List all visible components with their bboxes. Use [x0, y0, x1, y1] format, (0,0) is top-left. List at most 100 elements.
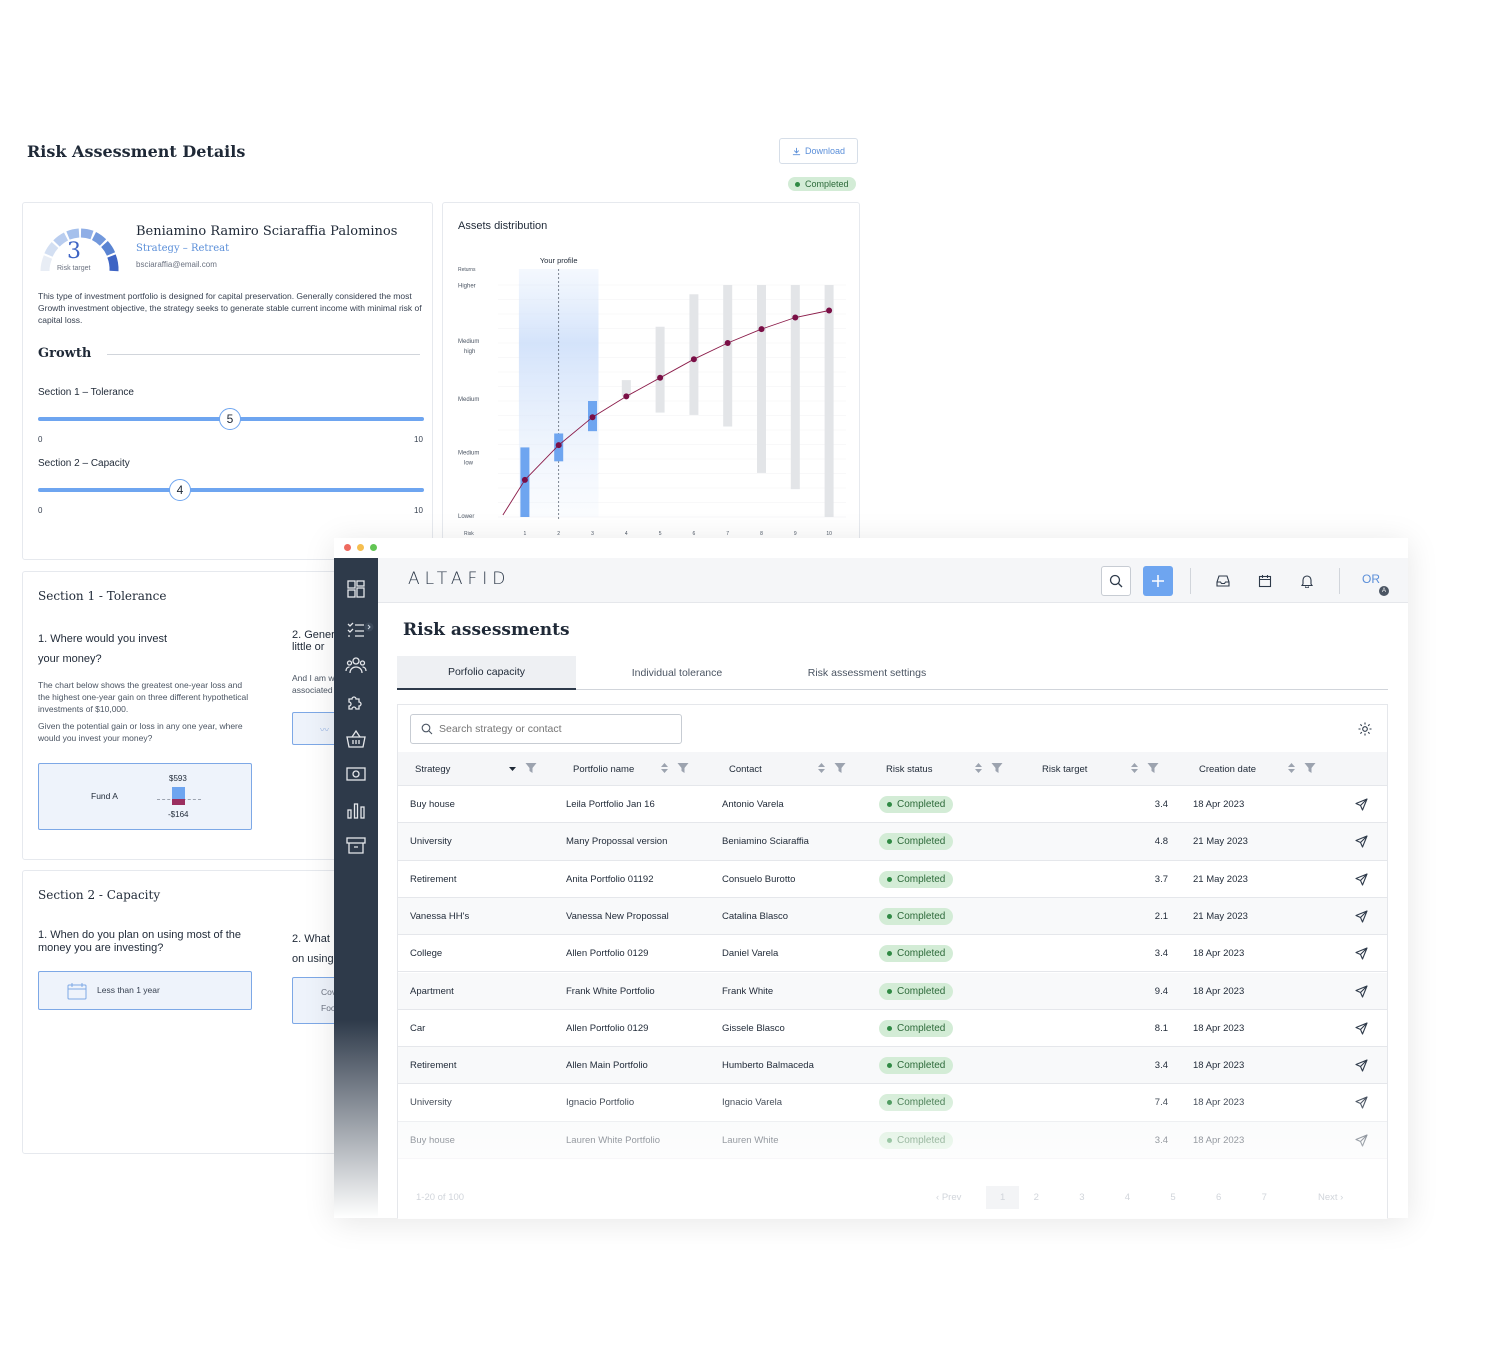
page-number[interactable]: 1	[986, 1186, 1020, 1209]
send-button[interactable]	[1355, 861, 1368, 898]
page-number[interactable]: 2	[1033, 1192, 1039, 1203]
sort-desc-icon[interactable]	[508, 762, 517, 774]
tasks-icon[interactable]	[345, 619, 367, 641]
dashboard-icon[interactable]	[345, 578, 367, 600]
portfolio-cell[interactable]: Lauren White Portfolio	[566, 1134, 660, 1146]
profile-strategy[interactable]: Strategy – Retreat	[136, 243, 230, 254]
filter-icon[interactable]	[677, 762, 689, 774]
sort-icon[interactable]	[1130, 762, 1139, 774]
portfolio-cell[interactable]: Many Propossal version	[566, 836, 668, 848]
prev-page-button[interactable]: ‹ Prev	[936, 1192, 962, 1203]
notifications-button[interactable]	[1292, 566, 1322, 596]
portfolio-cell[interactable]: Leila Portfolio Jan 16	[566, 799, 655, 810]
page-number[interactable]: 6	[1216, 1192, 1222, 1203]
send-button[interactable]	[1355, 786, 1368, 823]
portfolio-cell[interactable]: Frank White Portfolio	[566, 985, 655, 997]
next-page-button[interactable]: Next ›	[1318, 1192, 1344, 1203]
filter-icon[interactable]	[991, 762, 1003, 774]
column-header[interactable]: Risk status	[886, 763, 933, 775]
contact-cell[interactable]: Frank White	[722, 985, 774, 997]
table-row[interactable]: University Ignacio Portfolio Ignacio Varel…	[398, 1084, 1387, 1122]
contact-cell[interactable]: Catalina Blasco	[722, 910, 789, 922]
send-button[interactable]	[1355, 898, 1368, 935]
page-number[interactable]: 3	[1079, 1192, 1085, 1203]
contact-cell[interactable]: Lauren White	[722, 1134, 779, 1146]
table-row[interactable]: University Many Propossal version Beniamin…	[398, 823, 1387, 861]
table-row[interactable]: Apartment Frank White Portfolio Frank Whit…	[398, 972, 1387, 1010]
column-header[interactable]: Creation date	[1199, 763, 1257, 775]
sort-icon[interactable]	[660, 762, 669, 774]
archive-icon[interactable]	[345, 834, 367, 856]
table-row[interactable]: Vanessa HH's Vanessa New Propossal Catalin…	[398, 897, 1387, 936]
portfolio-cell[interactable]: Anita Portfolio 01192	[566, 873, 654, 885]
contact-cell[interactable]: Antonio Varela	[722, 799, 784, 810]
portfolio-cell[interactable]: Allen Portfolio 0129	[566, 1022, 649, 1034]
add-button[interactable]	[1143, 566, 1173, 596]
brand-logo[interactable]: ALTAFID	[408, 569, 511, 589]
page-number[interactable]: 5	[1170, 1192, 1176, 1203]
portfolio-cell[interactable]: Allen Main Portfolio	[566, 1060, 648, 1072]
fund-a-option[interactable]: Fund A $593 -$164	[38, 763, 252, 830]
portfolio-cell[interactable]: Ignacio Portfolio	[566, 1097, 635, 1109]
download-button[interactable]: Download	[779, 138, 858, 164]
portfolio-cell[interactable]: Allen Portfolio 0129	[566, 948, 649, 960]
table-row[interactable]: Retirement Allen Main Portfolio Humberto B…	[398, 1047, 1387, 1085]
time-horizon-option[interactable]: Less than 1 year	[38, 971, 252, 1010]
send-button[interactable]	[1355, 973, 1368, 1010]
filter-icon[interactable]	[525, 762, 537, 774]
filter-icon[interactable]	[834, 762, 846, 774]
send-button[interactable]	[1355, 1122, 1368, 1159]
send-button[interactable]	[1355, 1010, 1368, 1047]
contact-cell[interactable]: Humberto Balmaceda	[722, 1060, 814, 1072]
column-header[interactable]: Risk target	[1042, 763, 1088, 775]
sort-icon[interactable]	[974, 762, 983, 774]
sort-icon[interactable]	[1287, 762, 1296, 774]
tolerance-slider-knob[interactable]: 5	[219, 408, 241, 430]
calendar-button[interactable]	[1250, 566, 1280, 596]
column-header[interactable]: Strategy	[415, 763, 451, 775]
collapse-sidebar-icon[interactable]	[364, 622, 374, 632]
table-row[interactable]: Buy house Lauren White Portfolio Lauren Wh…	[398, 1121, 1387, 1159]
send-button[interactable]	[1355, 823, 1368, 860]
tab-individual-tolerance[interactable]: Individual tolerance	[631, 667, 723, 679]
capacity-slider-track[interactable]	[38, 488, 424, 492]
table-row[interactable]: Retirement Anita Portfolio 01192 Consuelo …	[398, 861, 1387, 898]
contact-cell[interactable]: Gissele Blasco	[722, 1022, 785, 1034]
user-avatar[interactable]: OR	[1362, 572, 1380, 586]
minimize-window-button[interactable]	[357, 544, 364, 551]
send-button[interactable]	[1355, 1084, 1368, 1121]
inbox-button[interactable]	[1208, 566, 1238, 596]
table-row[interactable]: Buy house Leila Portfolio Jan 16 Antonio V…	[398, 786, 1387, 824]
search-button[interactable]	[1101, 566, 1131, 596]
contact-cell[interactable]: Beniamino Sciaraffia	[722, 836, 809, 848]
filter-icon[interactable]	[1147, 762, 1159, 774]
reports-icon[interactable]	[345, 799, 367, 821]
column-header[interactable]: Contact	[729, 763, 762, 775]
money-icon[interactable]	[345, 763, 367, 785]
send-button[interactable]	[1355, 935, 1368, 972]
search-field[interactable]	[410, 714, 682, 744]
contacts-icon[interactable]	[345, 654, 367, 676]
basket-icon[interactable]	[345, 728, 367, 750]
tab-risk-assessment-settings[interactable]: Risk assessment settings	[807, 667, 927, 679]
send-button[interactable]	[1355, 1047, 1368, 1084]
contact-cell[interactable]: Ignacio Varela	[722, 1097, 783, 1109]
table-row[interactable]: College Allen Portfolio 0129 Daniel Varela…	[398, 935, 1387, 973]
maximize-window-button[interactable]	[370, 544, 377, 551]
sort-icon[interactable]	[817, 762, 826, 774]
contact-cell[interactable]: Daniel Varela	[722, 948, 779, 960]
column-header[interactable]: Portfolio name	[573, 763, 635, 775]
contact-cell[interactable]: Consuelo Burotto	[722, 873, 796, 885]
capacity-slider-knob[interactable]: 4	[169, 479, 191, 501]
tab-portfolio-capacity[interactable]: Porfolio capacity	[397, 656, 576, 690]
close-window-button[interactable]	[344, 544, 351, 551]
gear-icon[interactable]	[1357, 721, 1373, 737]
table-row[interactable]: Car Allen Portfolio 0129 Gissele Blasco Com…	[398, 1010, 1387, 1048]
portfolio-cell[interactable]: Vanessa New Propossal	[566, 910, 669, 922]
filter-icon[interactable]	[1304, 762, 1316, 774]
search-input[interactable]	[439, 723, 669, 735]
page-number[interactable]: 7	[1261, 1192, 1267, 1203]
risk-target-cell: 7.4	[1154, 1097, 1168, 1109]
puzzle-icon[interactable]	[345, 691, 367, 713]
page-number[interactable]: 4	[1124, 1192, 1131, 1203]
